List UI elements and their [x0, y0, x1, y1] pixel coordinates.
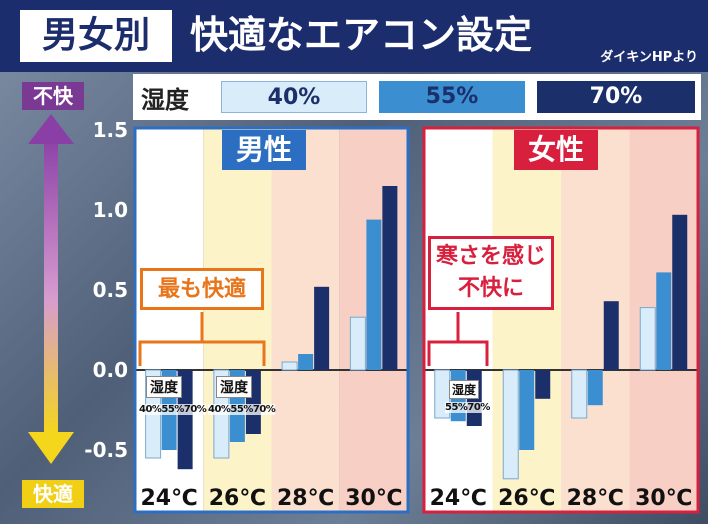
note-most-comfortable: 最も快適 [140, 268, 264, 310]
legend: 湿度 40% 55% 70% [133, 74, 701, 120]
bar-female-28℃-55% [587, 370, 603, 406]
bar-female-28℃-40% [571, 369, 588, 419]
y-tick-label: 1.5 [93, 118, 128, 142]
x-tick-label: 30℃ [635, 486, 692, 511]
y-tick-label: 0.5 [93, 278, 128, 302]
note-line-2: 不快に [457, 276, 524, 301]
y-tick-label: -0.5 [84, 438, 128, 462]
bar-female-30℃-55% [656, 272, 672, 370]
x-tick-label: 24℃ [430, 486, 487, 511]
legend-title: 湿度 [141, 86, 189, 114]
y-tick-label: 0.0 [93, 358, 128, 382]
bar-female-30℃-70% [672, 214, 688, 370]
bar-male-30℃-70% [382, 186, 398, 370]
band-1-2 [561, 128, 630, 512]
arrow-head-up [28, 114, 74, 144]
x-tick-label: 26℃ [498, 486, 555, 511]
bar-female-30℃-40% [639, 307, 656, 371]
x-tick-label: 26℃ [209, 486, 266, 511]
panel-frame-1 [422, 126, 700, 514]
panel-frame-0 [133, 126, 410, 514]
bracket-male [138, 312, 266, 366]
bar-male-28℃-55% [298, 354, 314, 370]
bar-male-30℃-40% [349, 316, 366, 371]
note-line-1: 寒さを感じ [435, 244, 546, 269]
bar-female-28℃-70% [603, 301, 619, 370]
title-tag: 男女別 [20, 10, 172, 62]
y-tick-label: 1.0 [93, 198, 128, 222]
arrow-head-down [28, 432, 74, 464]
bracket-female [427, 312, 489, 366]
bar-female-26℃-40% [502, 369, 519, 480]
panel-label-male: 男性 [222, 130, 307, 170]
x-tick-label: 28℃ [567, 486, 624, 511]
mini-legend-title-2: 湿度 [216, 376, 252, 398]
bar-male-28℃-70% [314, 286, 330, 370]
mini-legend-values-2: 40%55%70% [208, 404, 276, 415]
page-title: 快適なエアコン設定 [190, 13, 533, 57]
arrow-shaft [44, 134, 58, 434]
bar-male-30℃-55% [366, 219, 382, 370]
panel-label-female: 女性 [514, 130, 599, 170]
note-cold-discomfort: 寒さを感じ 不快に [428, 236, 554, 310]
bar-female-26℃-55% [519, 370, 535, 450]
x-tick-label: 28℃ [277, 486, 334, 511]
band-0-2 [271, 128, 340, 512]
discomfort-label: 不快 [22, 82, 84, 110]
mini-legend-title-3: 湿度 [449, 380, 480, 399]
mini-legend-title-1: 湿度 [146, 376, 182, 398]
legend-item-55: 55% [379, 81, 525, 113]
bar-female-26℃-70% [535, 370, 551, 399]
legend-item-40: 40% [221, 81, 367, 113]
mini-legend-values-3: 55%70% [445, 402, 490, 413]
legend-item-70: 70% [537, 81, 695, 113]
x-tick-label: 30℃ [345, 486, 402, 511]
comfort-label: 快適 [22, 480, 84, 508]
source-credit: ダイキンHPより [600, 50, 698, 65]
bar-male-28℃-40% [281, 361, 298, 371]
x-tick-label: 24℃ [140, 486, 197, 511]
comfort-axis: 不快 快適 [0, 78, 84, 524]
mini-legend-values-1: 40%55%70% [139, 404, 207, 415]
